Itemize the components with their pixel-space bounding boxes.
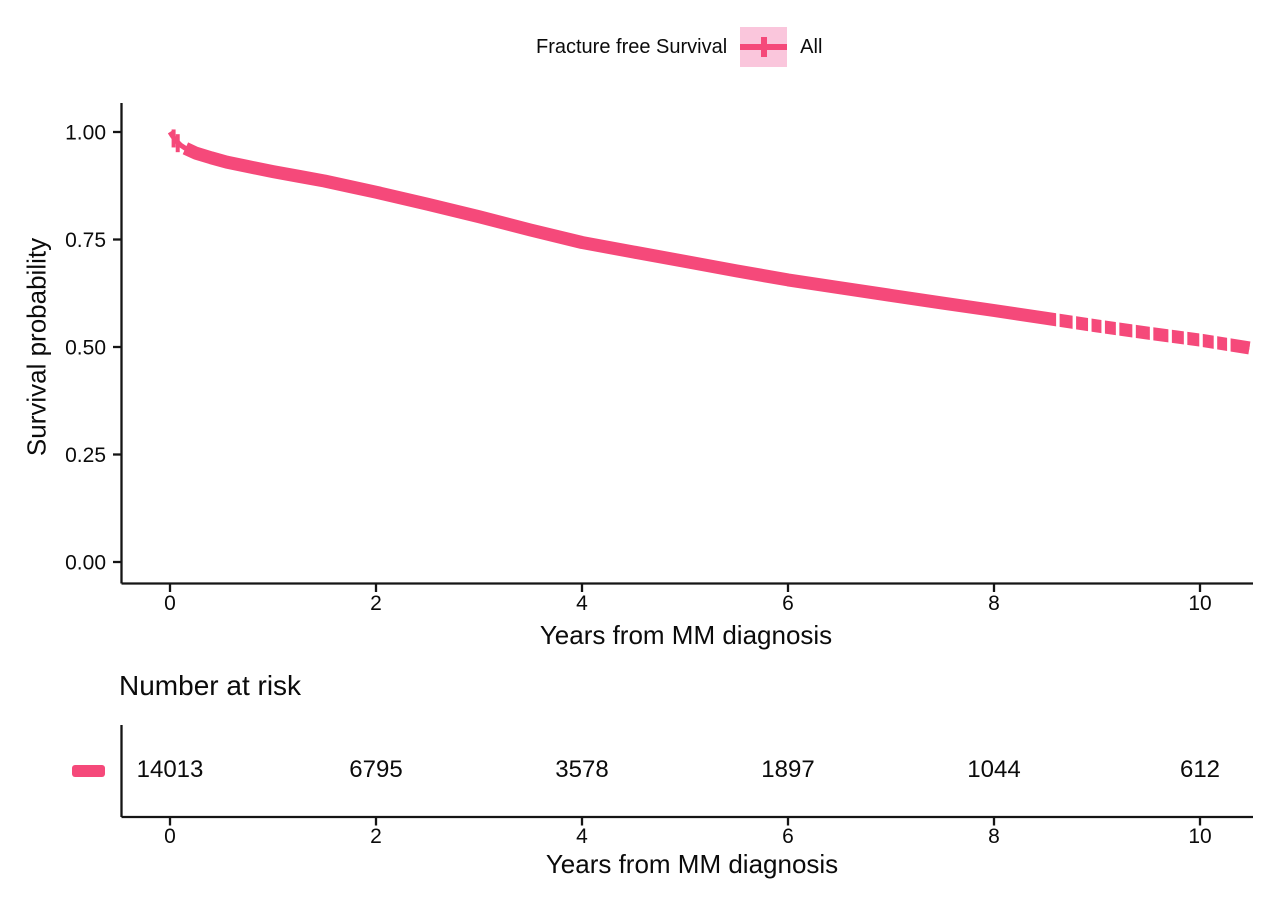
risk-count: 14013 bbox=[137, 756, 204, 783]
risk-x-tick-label: 4 bbox=[576, 825, 588, 848]
x-tick-label: 8 bbox=[988, 592, 1000, 615]
risk-count: 1897 bbox=[761, 756, 814, 783]
censor-plus-icon-vertical bbox=[760, 37, 767, 57]
x-axis-title-main: Years from MM diagnosis bbox=[539, 620, 833, 650]
risk-x-tick-label: 2 bbox=[370, 825, 382, 848]
y-tick-label: 0.00 bbox=[65, 552, 106, 575]
x-tick-label: 4 bbox=[576, 592, 588, 615]
legend-key-all bbox=[740, 27, 788, 67]
risk-x-tick-label: 10 bbox=[1188, 825, 1211, 848]
x-axis-title-risk: Years from MM diagnosis bbox=[545, 849, 839, 879]
y-tick-label: 0.25 bbox=[65, 444, 106, 467]
x-tick-label: 10 bbox=[1188, 592, 1211, 615]
x-tick-label: 6 bbox=[782, 592, 794, 615]
risk-count: 612 bbox=[1180, 756, 1220, 783]
risk-group-swatch-all bbox=[72, 765, 105, 777]
risk-table-title: Number at risk bbox=[119, 670, 302, 701]
y-tick-label: 0.50 bbox=[65, 337, 106, 360]
risk-x-tick-label: 0 bbox=[164, 825, 176, 848]
plot-legend: Fracture free Survival All bbox=[536, 24, 822, 70]
y-tick-label: 0.75 bbox=[65, 229, 106, 252]
legend-title: Fracture free Survival bbox=[536, 35, 728, 58]
x-tick-label: 0 bbox=[164, 592, 176, 615]
x-tick-label: 2 bbox=[370, 592, 382, 615]
risk-count: 1044 bbox=[967, 756, 1020, 783]
legend-entry-label-all: All bbox=[800, 35, 823, 58]
survival-curve-line bbox=[167, 130, 1250, 351]
risk-count: 6795 bbox=[349, 756, 402, 783]
survival-curve-censor-band bbox=[182, 142, 1251, 355]
risk-count: 3578 bbox=[555, 756, 608, 783]
risk-x-tick-label: 8 bbox=[988, 825, 1000, 848]
risk-x-tick-label: 6 bbox=[782, 825, 794, 848]
y-tick-label: 1.00 bbox=[65, 122, 106, 145]
